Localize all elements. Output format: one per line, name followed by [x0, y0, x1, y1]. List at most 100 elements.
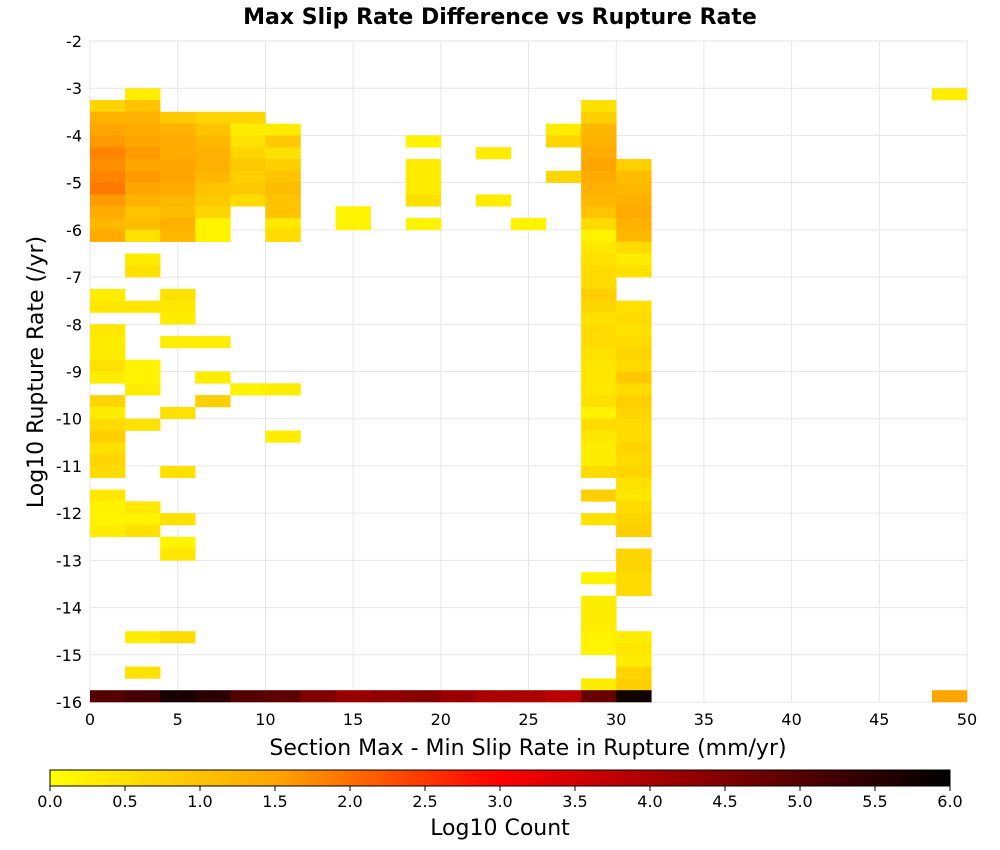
heatmap-cell	[125, 690, 161, 703]
heatmap-cell	[581, 229, 617, 242]
heatmap-cell	[510, 218, 547, 231]
heatmap-cell	[405, 182, 442, 195]
heatmap-cell	[265, 182, 301, 195]
y-tick-label: -2	[66, 32, 82, 51]
chart-title: Max Slip Rate Difference vs Rupture Rate	[243, 5, 757, 30]
heatmap-cell	[581, 359, 617, 372]
colorbar-tick-label: 6.0	[937, 792, 962, 811]
colorbar-label: Log10 Count	[430, 816, 570, 841]
heatmap-cell	[581, 253, 617, 266]
heatmap-cell	[265, 690, 301, 703]
x-tick-label: 5	[173, 710, 183, 729]
heatmap-cell	[581, 406, 617, 420]
heatmap-cell	[125, 371, 161, 384]
heatmap-cell	[90, 123, 126, 136]
colorbar-tick-label: 1.0	[187, 792, 212, 811]
heatmap-cell	[616, 383, 652, 396]
heatmap-cell	[581, 159, 617, 172]
heatmap-cell	[475, 194, 512, 207]
heatmap-cell	[90, 513, 126, 526]
heatmap-cell	[616, 182, 652, 195]
heatmap-cell	[160, 288, 196, 301]
colorbar-tick-label: 2.5	[412, 792, 437, 811]
y-tick-label: -6	[66, 221, 82, 240]
heatmap-cell	[195, 123, 231, 136]
heatmap-cell	[90, 690, 126, 703]
heatmap-cell	[230, 111, 266, 124]
heatmap-cell	[616, 642, 652, 656]
heatmap-cell	[546, 170, 582, 183]
y-tick-label: -5	[66, 174, 82, 193]
heatmap-cell	[581, 395, 617, 408]
heatmap-cell	[581, 147, 617, 160]
heatmap-cell	[581, 265, 617, 278]
heatmap-cell	[265, 147, 301, 160]
heatmap-cell	[125, 253, 161, 266]
x-tick-label: 15	[343, 710, 363, 729]
heatmap-cell	[90, 288, 126, 301]
heatmap-cell	[581, 182, 617, 195]
y-tick-label: -13	[56, 551, 82, 570]
heatmap-cell	[90, 418, 126, 431]
heatmap-cell	[265, 170, 301, 183]
x-tick-label: 40	[781, 710, 801, 729]
heatmap-cell	[125, 218, 161, 231]
heatmap-cell	[265, 194, 301, 207]
heatmap-cell	[581, 442, 617, 455]
heatmap-cell	[616, 442, 652, 455]
heatmap-cell	[90, 442, 126, 455]
heatmap-cell	[616, 477, 652, 490]
heatmap-cell	[90, 395, 126, 408]
heatmap-cell	[90, 229, 126, 242]
heatmap-cell	[195, 147, 231, 160]
y-tick-label: -4	[66, 126, 82, 145]
heatmap-cell	[125, 206, 161, 219]
heatmap-cell	[125, 501, 161, 514]
heatmap-cell	[195, 371, 231, 384]
heatmap-cell	[90, 465, 126, 479]
heatmap-cell	[581, 642, 617, 656]
heatmap-cell	[616, 454, 652, 467]
y-tick-label: -14	[56, 599, 82, 618]
heatmap-cell	[125, 418, 161, 431]
heatmap-cell	[230, 194, 266, 207]
heatmap-cell	[90, 300, 126, 313]
heatmap-cell	[160, 206, 196, 219]
heatmap-cell	[581, 607, 617, 620]
y-axis-label: Log10 Rupture Rate (/yr)	[24, 236, 49, 508]
heatmap-cell	[195, 218, 231, 231]
heatmap-cell	[475, 690, 512, 703]
x-tick-label: 10	[255, 710, 275, 729]
heatmap-cell	[616, 678, 652, 691]
heatmap-cell	[616, 170, 652, 183]
heatmap-cell	[335, 690, 371, 703]
colorbar-ticks: 0.0 0.5 1.0 1.5 2.0 2.5 3.0 3.5 4.0 4.5 5.0 5.5 6.0	[37, 786, 963, 811]
y-tick-label: -16	[56, 693, 82, 712]
heatmap-cell	[230, 690, 266, 703]
heatmap-cell	[125, 135, 161, 148]
heatmap-cell	[616, 406, 652, 420]
colorbar-tick-label: 4.0	[637, 792, 662, 811]
heatmap-cell	[581, 430, 617, 443]
heatmap-cell	[90, 406, 126, 420]
colorbar-tick-label: 3.0	[487, 792, 512, 811]
x-axis-label: Section Max - Min Slip Rate in Rupture (…	[269, 736, 786, 761]
heatmap-cell	[581, 277, 617, 290]
heatmap-cell	[581, 100, 617, 113]
heatmap-cell	[90, 218, 126, 231]
heatmap-cell	[90, 135, 126, 148]
heatmap-cell	[581, 371, 617, 384]
heatmap-cell	[160, 312, 196, 325]
heatmap-cell	[581, 170, 617, 183]
heatmap-cell	[265, 123, 301, 136]
heatmap-cell	[616, 324, 652, 337]
heatmap-cell	[616, 336, 652, 349]
heatmap-cell	[335, 206, 371, 219]
heatmap-cell	[125, 182, 161, 195]
heatmap-cell	[616, 371, 652, 384]
heatmap-cell	[160, 170, 196, 183]
x-tick-label: 45	[869, 710, 889, 729]
heatmap-cell	[230, 123, 266, 136]
heatmap-cell	[125, 265, 161, 278]
